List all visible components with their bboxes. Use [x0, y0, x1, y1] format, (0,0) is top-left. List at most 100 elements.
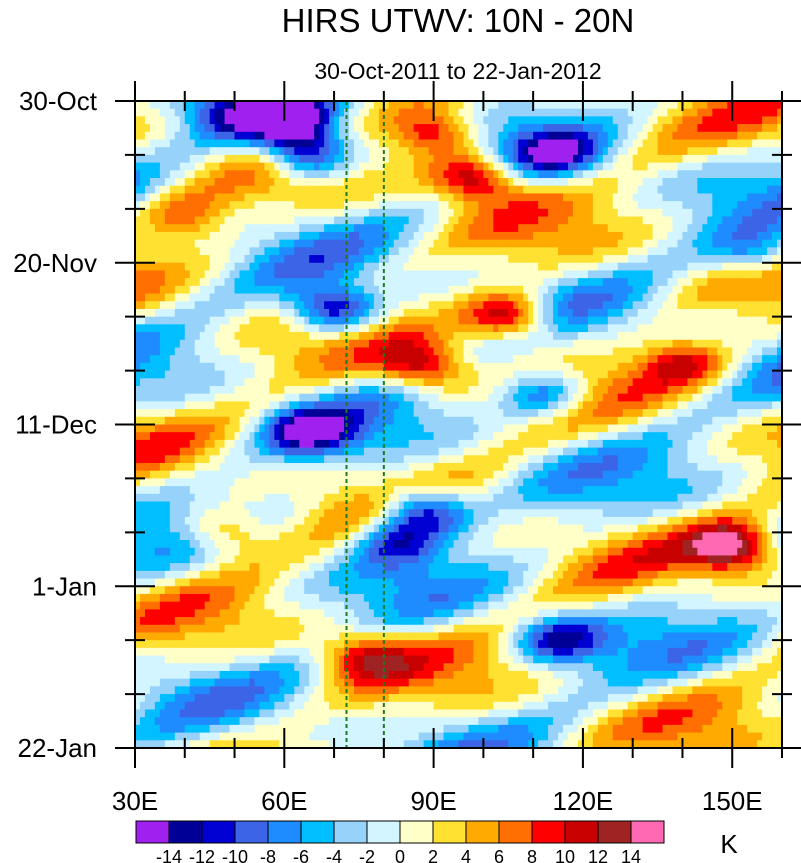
heat-cell	[264, 193, 270, 202]
heat-cell	[677, 216, 684, 225]
heat-cell	[179, 270, 186, 279]
heat-cell	[553, 139, 559, 148]
heat-cell	[174, 147, 181, 156]
heat-cell	[602, 116, 609, 125]
heat-cell	[483, 293, 489, 302]
heat-cell	[373, 101, 380, 110]
heat-cell	[632, 239, 639, 248]
heat-cell	[627, 301, 634, 310]
heat-cell	[483, 154, 489, 164]
heat-cell	[762, 216, 768, 225]
heat-cell	[229, 116, 236, 125]
heat-cell	[518, 285, 524, 295]
heat-cell	[184, 139, 191, 148]
heat-cell	[592, 216, 599, 225]
heat-cell	[473, 108, 480, 117]
heat-cell	[423, 339, 430, 349]
heat-cell	[139, 362, 146, 372]
heat-cell	[488, 124, 494, 133]
heat-cell	[184, 293, 191, 302]
heat-cell	[508, 108, 514, 117]
heat-cell	[339, 208, 345, 218]
heat-cell	[453, 362, 460, 372]
heat-cell	[254, 355, 261, 364]
heat-cell	[204, 201, 211, 210]
heat-cell	[607, 224, 614, 233]
heat-cell	[453, 147, 460, 156]
heat-cell	[274, 370, 280, 379]
heat-cell	[204, 362, 211, 372]
heat-cell	[762, 116, 768, 125]
heat-cell	[408, 170, 415, 179]
heat-cell	[289, 185, 295, 195]
heat-cell	[199, 270, 206, 279]
heat-cell	[567, 147, 574, 156]
heat-cell	[523, 378, 529, 387]
heat-cell	[533, 247, 539, 256]
heat-cell	[284, 178, 290, 187]
heat-cell	[742, 332, 748, 341]
heat-cell	[523, 193, 529, 202]
heat-cell	[304, 339, 310, 349]
heat-cell	[682, 255, 689, 264]
heat-cell	[543, 301, 549, 310]
heat-cell	[762, 385, 768, 395]
heat-cell	[403, 193, 410, 202]
heat-cell	[622, 293, 629, 302]
heat-cell	[722, 293, 728, 302]
heat-cell	[135, 278, 141, 287]
heat-cell	[269, 247, 275, 256]
heat-cell	[488, 370, 494, 379]
heat-cell	[503, 193, 509, 202]
heat-cell	[353, 231, 360, 241]
heat-cell	[513, 147, 519, 156]
heat-cell	[498, 147, 504, 156]
heat-cell	[712, 131, 718, 141]
heat-cell	[249, 216, 256, 225]
heat-cell	[284, 285, 290, 295]
heat-cell	[667, 370, 674, 379]
heat-cell	[344, 208, 350, 218]
heat-cell	[637, 316, 644, 325]
heat-cell	[627, 355, 634, 364]
heat-cell	[358, 185, 365, 195]
heat-cell	[582, 255, 589, 264]
heat-cell	[677, 285, 684, 295]
heat-cell	[234, 139, 241, 148]
heat-cell	[358, 193, 365, 202]
heat-cell	[533, 147, 539, 156]
heat-cell	[712, 147, 718, 156]
heat-cell	[612, 116, 619, 125]
heat-cell	[777, 224, 783, 233]
heat-cell	[722, 139, 728, 148]
heat-cell	[687, 162, 694, 171]
heat-cell	[453, 262, 460, 272]
heat-cell	[647, 316, 654, 325]
heat-cell	[418, 270, 425, 279]
heat-cell	[567, 162, 574, 171]
heat-cell	[757, 347, 763, 356]
heat-cell	[602, 154, 609, 164]
heat-cell	[199, 193, 206, 202]
heat-cell	[304, 262, 310, 272]
heat-cell	[443, 347, 450, 356]
heat-cell	[144, 231, 151, 241]
heat-cell	[757, 131, 763, 141]
heat-cell	[144, 108, 151, 117]
heat-cell	[398, 262, 405, 272]
heat-cell	[478, 201, 484, 210]
heat-cell	[383, 239, 390, 248]
heat-cell	[334, 101, 340, 110]
heat-cell	[214, 324, 221, 333]
heat-cell	[602, 131, 609, 141]
heat-cell	[528, 131, 534, 141]
heat-cell	[553, 231, 559, 241]
heat-cell	[373, 370, 380, 379]
heat-cell	[607, 316, 614, 325]
heat-cell	[438, 201, 445, 210]
heat-cell	[428, 108, 435, 117]
heat-cell	[428, 154, 435, 164]
heat-cell	[508, 378, 514, 387]
heat-cell	[458, 308, 465, 318]
heat-cell	[463, 355, 470, 364]
